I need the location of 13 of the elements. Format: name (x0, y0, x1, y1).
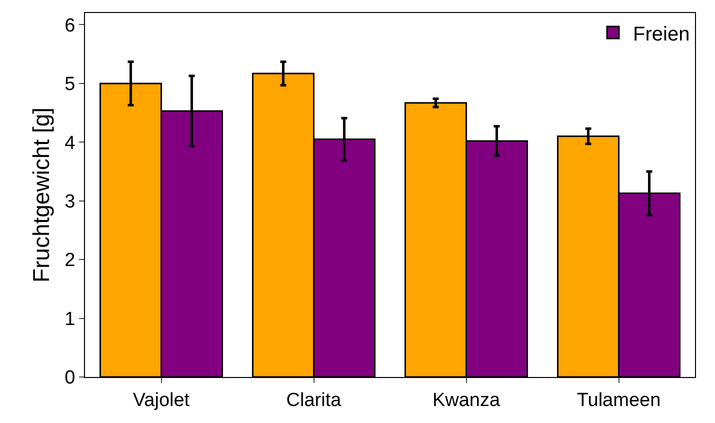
y-tick-label: 4 (64, 132, 76, 154)
y-tick-label: 6 (64, 15, 76, 36)
x-tick-label: Vajolet (132, 390, 190, 411)
y-tick-label: 2 (64, 250, 76, 272)
y-tick-label: 1 (64, 308, 76, 330)
y-tick-label: 3 (64, 192, 76, 213)
y-axis-title: Fruchtgewicht [g] (28, 107, 54, 283)
x-tick-label: Clarita (286, 390, 342, 411)
legend-label: Freien (633, 23, 690, 46)
x-tick-label: Kwanza (432, 390, 500, 411)
y-tick-label: 0 (64, 368, 76, 389)
x-tick-label: Tulameen (576, 390, 661, 411)
y-tick-label: 5 (64, 74, 76, 96)
